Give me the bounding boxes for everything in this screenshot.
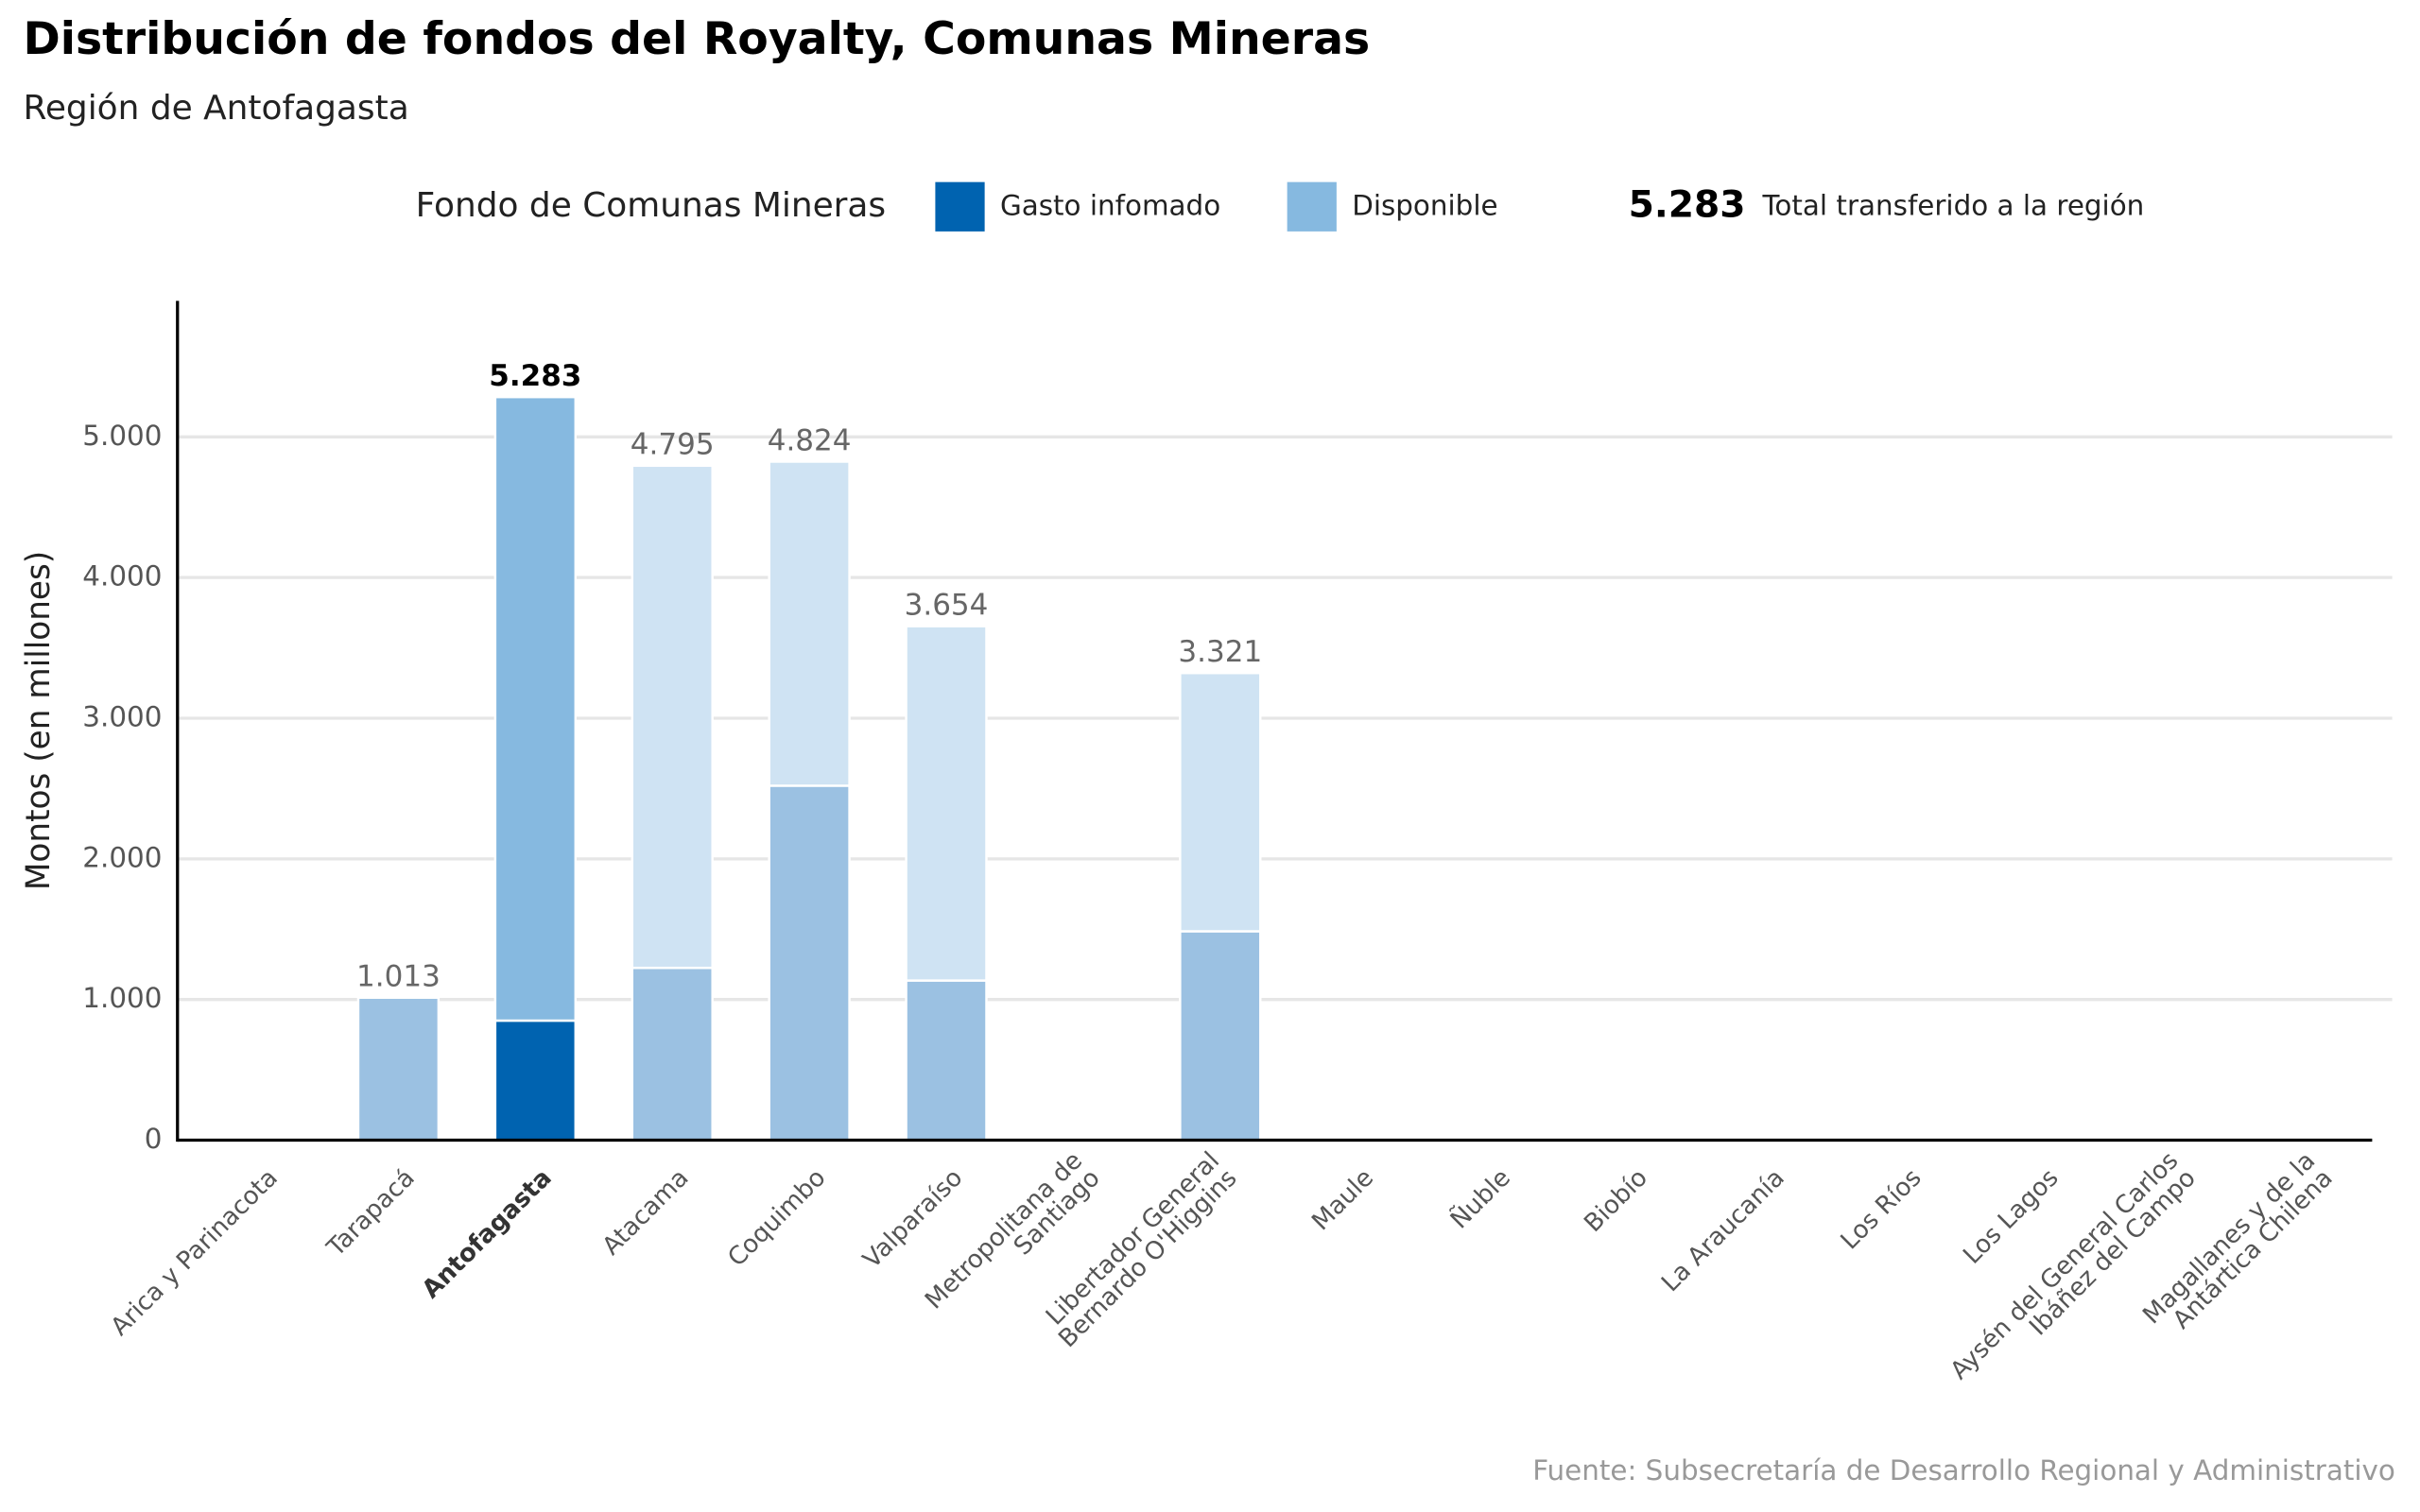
bar-segment bbox=[493, 1019, 577, 1142]
y-tick-label: 4.000 bbox=[82, 560, 162, 593]
x-tick-label: La Araucanía bbox=[1656, 1163, 1790, 1297]
legend-label: Gasto infomado bbox=[1000, 189, 1220, 221]
x-tick-label: Ñuble bbox=[1444, 1162, 1516, 1234]
source: Fuente: Subsecretaría de Desarrollo Regi… bbox=[1532, 1454, 2395, 1486]
total-label: 4.795 bbox=[631, 428, 715, 462]
bar-segment bbox=[631, 464, 714, 970]
x-tick-label: Maule bbox=[1306, 1163, 1379, 1236]
bar-segment bbox=[1179, 671, 1262, 933]
x-tick-label: Tarapacá bbox=[321, 1163, 421, 1263]
legend-total-value: 5.283 bbox=[1629, 183, 1746, 226]
bar-segment bbox=[768, 784, 851, 1142]
total-label: 3.654 bbox=[905, 588, 989, 622]
total-label: 3.321 bbox=[1178, 635, 1262, 669]
total-label: 1.013 bbox=[356, 960, 441, 994]
x-tick-label: Antofagasta bbox=[417, 1163, 558, 1304]
bar-segment bbox=[1179, 930, 1262, 1142]
x-tick-label: Valparaíso bbox=[857, 1163, 968, 1274]
y-tick-label: 0 bbox=[145, 1123, 163, 1155]
chart-title: Distribución de fondos del Royalty, Comu… bbox=[23, 13, 1370, 65]
legend-label: Disponible bbox=[1352, 189, 1497, 221]
x-tick-label: Los Lagos bbox=[1958, 1163, 2064, 1269]
x-tick-label: Atacama bbox=[597, 1163, 695, 1261]
legend-total-label: Total transferido a la región bbox=[1761, 189, 2144, 221]
chart-subtitle: Región de Antofagasta bbox=[23, 89, 408, 128]
legend-swatch bbox=[1287, 181, 1337, 232]
bar-segment bbox=[631, 966, 714, 1142]
y-tick-label: 3.000 bbox=[82, 700, 162, 732]
x-tick-label: Coquimbo bbox=[722, 1163, 831, 1272]
total-label: 4.824 bbox=[768, 423, 852, 457]
y-tick-label: 5.000 bbox=[82, 420, 162, 452]
x-tick-label: Biobío bbox=[1579, 1163, 1652, 1237]
legend-swatch bbox=[935, 181, 985, 232]
x-tick-label: Arica y Parinacota bbox=[106, 1163, 284, 1341]
bar-segment bbox=[768, 460, 851, 787]
bar-segment bbox=[493, 395, 577, 1022]
y-axis-label: Montos (en millones) bbox=[20, 551, 58, 890]
total-label: 5.283 bbox=[489, 359, 581, 393]
bar-segment bbox=[356, 996, 441, 1142]
bar-segment bbox=[905, 625, 988, 982]
legend-title: Fondo de Comunas Mineras bbox=[416, 186, 886, 225]
x-tick-label: Los Ríos bbox=[1836, 1163, 1927, 1255]
y-tick-label: 2.000 bbox=[82, 841, 162, 873]
x-tick-label: Aysén del General CarlosIbáñez del Campo bbox=[1945, 1146, 2201, 1402]
bar-segment bbox=[905, 979, 988, 1142]
y-tick-label: 1.000 bbox=[82, 982, 162, 1014]
